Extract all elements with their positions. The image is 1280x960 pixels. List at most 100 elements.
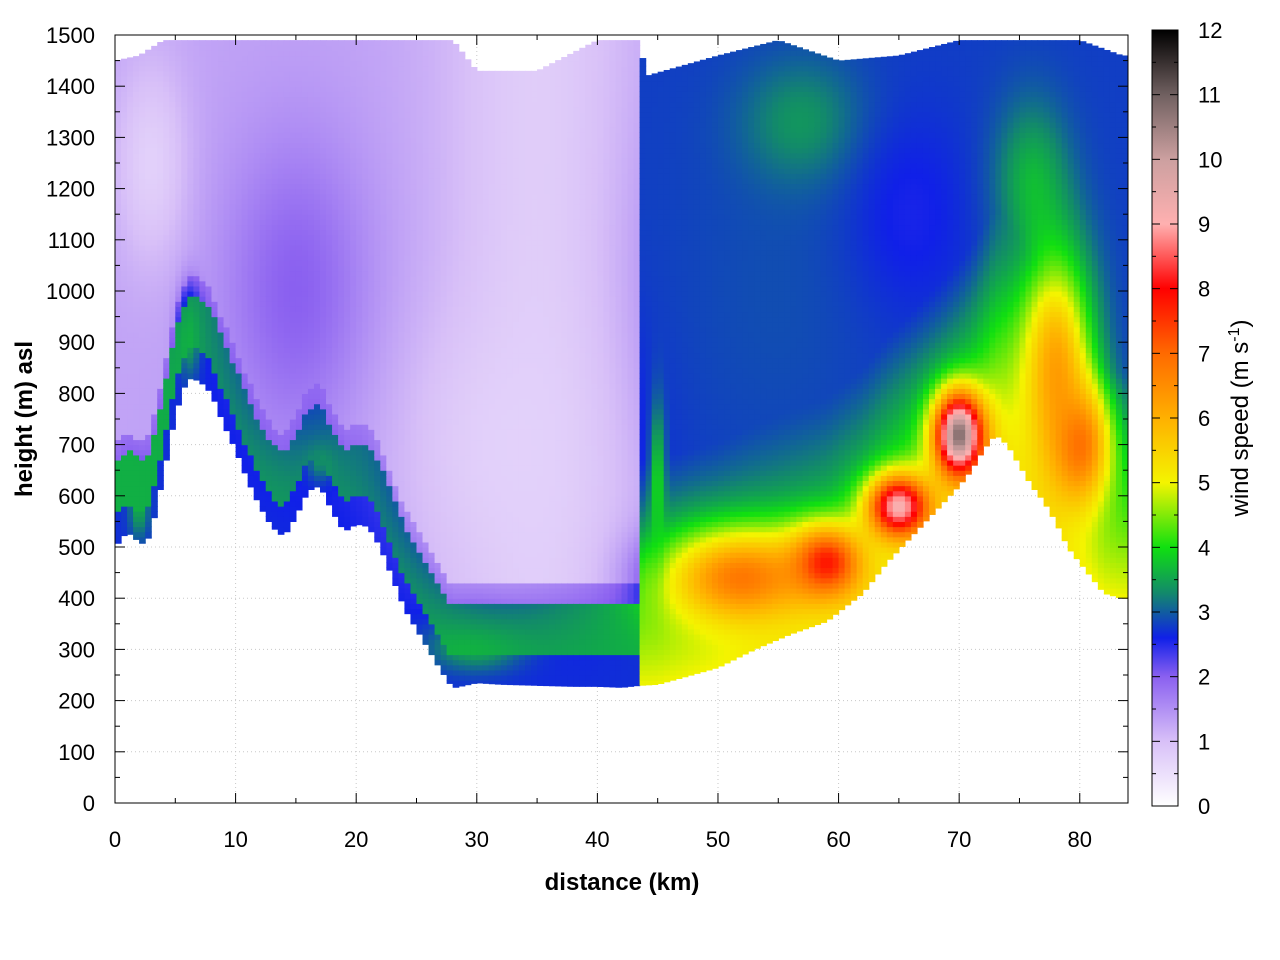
field-cell xyxy=(422,536,430,543)
field-cell xyxy=(295,419,303,425)
field-cell xyxy=(115,526,122,533)
field-cell xyxy=(392,480,399,487)
field-cell xyxy=(392,521,399,528)
field-cell xyxy=(253,378,261,384)
field-cell xyxy=(295,193,303,200)
field-cell xyxy=(199,311,207,318)
field-cell xyxy=(362,122,369,128)
field-cell xyxy=(289,234,297,241)
field-cell xyxy=(259,408,267,415)
field-cell xyxy=(313,419,321,425)
field-cell xyxy=(223,429,231,432)
field-cell xyxy=(229,331,237,338)
field-cell xyxy=(115,178,122,185)
field-cell xyxy=(253,424,261,430)
field-cell xyxy=(133,357,140,364)
field-cell xyxy=(398,55,406,62)
field-cell xyxy=(283,378,291,384)
field-cell xyxy=(428,628,436,635)
field-cell xyxy=(356,65,363,72)
field-cell xyxy=(313,65,321,72)
field-cell xyxy=(277,516,285,522)
field-cell xyxy=(307,429,315,435)
field-cell xyxy=(259,311,267,318)
field-cell xyxy=(139,342,146,348)
field-cell xyxy=(259,209,267,215)
field-cell xyxy=(145,449,152,456)
field-cell xyxy=(307,419,315,425)
field-cell xyxy=(121,291,128,297)
field-cell xyxy=(338,198,345,205)
field-cell xyxy=(428,255,436,261)
field-cell xyxy=(434,96,442,103)
field-cell xyxy=(277,132,285,138)
field-cell xyxy=(163,296,170,302)
field-cell xyxy=(115,378,122,384)
field-cell xyxy=(332,383,339,389)
field-cell xyxy=(265,516,273,522)
field-cell xyxy=(374,388,381,394)
field-cell xyxy=(199,234,207,241)
field-cell xyxy=(199,285,207,292)
field-cell xyxy=(416,111,424,118)
field-cell xyxy=(169,188,176,195)
field-cell xyxy=(259,352,267,359)
field-cell xyxy=(326,306,333,313)
field-cell xyxy=(205,40,213,46)
field-cell xyxy=(151,122,158,128)
field-cell xyxy=(295,91,303,98)
field-cell xyxy=(283,250,291,256)
field-cell xyxy=(217,173,225,179)
field-cell xyxy=(181,372,188,379)
field-cell xyxy=(133,347,140,354)
field-cell xyxy=(133,224,140,231)
field-cell xyxy=(428,229,436,236)
field-cell xyxy=(386,306,393,313)
field-cell xyxy=(338,459,345,466)
field-cell xyxy=(283,244,291,251)
field-cell xyxy=(277,429,285,435)
field-cell xyxy=(115,96,122,103)
field-cell xyxy=(362,331,369,338)
field-cell xyxy=(271,183,279,190)
field-cell xyxy=(181,137,188,144)
field-cell xyxy=(187,347,194,354)
field-cell xyxy=(271,285,279,292)
field-cell xyxy=(350,244,357,251)
field-cell xyxy=(428,347,436,354)
field-cell xyxy=(356,70,363,77)
field-cell xyxy=(157,301,164,307)
field-cell xyxy=(428,203,436,210)
field-cell xyxy=(440,659,448,666)
field-cell xyxy=(320,244,327,251)
field-cell xyxy=(380,116,387,123)
field-cell xyxy=(416,511,424,517)
field-cell xyxy=(392,372,399,379)
field-cell xyxy=(277,239,285,246)
field-cell xyxy=(428,541,436,548)
field-cell xyxy=(271,75,279,82)
field-cell xyxy=(416,470,424,476)
field-cell xyxy=(332,419,339,425)
field-cell xyxy=(368,383,375,389)
field-cell xyxy=(368,454,375,461)
field-cell xyxy=(410,244,418,251)
field-cell xyxy=(139,475,146,482)
field-cell xyxy=(301,229,309,236)
field-cell xyxy=(163,96,170,103)
field-cell xyxy=(398,516,406,522)
field-cell xyxy=(350,168,357,174)
field-cell xyxy=(326,265,333,272)
field-cell xyxy=(392,75,399,82)
field-cell xyxy=(422,516,430,522)
field-cell xyxy=(145,439,152,446)
field-cell xyxy=(404,209,412,215)
field-cell xyxy=(332,81,339,87)
field-cell xyxy=(271,378,279,384)
field-cell xyxy=(235,352,243,359)
field-cell xyxy=(338,403,345,410)
field-cell xyxy=(145,280,152,287)
field-cell xyxy=(398,526,406,533)
field-cell xyxy=(374,101,381,108)
field-cell xyxy=(295,347,303,354)
